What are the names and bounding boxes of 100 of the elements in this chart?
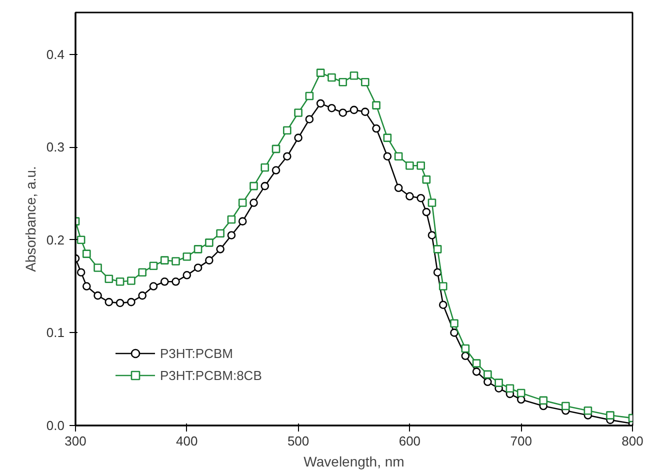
point bbox=[360, 78, 370, 86]
point bbox=[383, 152, 392, 160]
point bbox=[283, 126, 292, 135]
point bbox=[172, 278, 180, 286]
point bbox=[149, 262, 158, 270]
point bbox=[104, 274, 114, 284]
point bbox=[406, 161, 414, 170]
point bbox=[116, 277, 124, 286]
point bbox=[338, 78, 348, 86]
y-tick-label: 0.0 bbox=[46, 418, 65, 433]
legend-label: P3HT:PCBM:8CB bbox=[160, 368, 262, 382]
point bbox=[160, 256, 169, 264]
point bbox=[433, 245, 442, 254]
point bbox=[272, 144, 280, 154]
y-tick-label: 0.2 bbox=[46, 232, 65, 248]
x-tick-label: 300 bbox=[64, 434, 86, 448]
point bbox=[350, 71, 358, 80]
point bbox=[316, 68, 325, 77]
point bbox=[438, 300, 448, 309]
point bbox=[182, 252, 192, 261]
point bbox=[104, 298, 114, 306]
point bbox=[328, 104, 336, 112]
point bbox=[216, 229, 224, 238]
legend-label: P3HT:PCBM bbox=[160, 346, 233, 360]
point bbox=[450, 328, 458, 337]
point bbox=[272, 166, 280, 174]
point bbox=[606, 411, 614, 420]
point bbox=[82, 282, 91, 290]
point bbox=[194, 245, 202, 254]
point bbox=[82, 250, 91, 258]
point bbox=[294, 108, 302, 117]
point bbox=[350, 106, 358, 114]
point bbox=[172, 257, 180, 266]
point bbox=[94, 264, 102, 272]
point bbox=[94, 291, 102, 300]
point bbox=[394, 152, 403, 161]
point bbox=[260, 182, 270, 190]
point bbox=[294, 134, 302, 142]
point bbox=[484, 378, 492, 386]
point bbox=[227, 215, 236, 224]
x-tick-label: 400 bbox=[176, 434, 198, 448]
point bbox=[428, 198, 436, 207]
x-tick-label: 800 bbox=[622, 434, 644, 448]
point bbox=[216, 245, 224, 254]
x-axis-title: Wavelength, nm bbox=[304, 454, 404, 470]
point bbox=[205, 256, 214, 264]
point bbox=[116, 298, 124, 308]
y-tick-label: 0.4 bbox=[46, 46, 65, 62]
point bbox=[127, 298, 136, 306]
point bbox=[562, 402, 570, 410]
point bbox=[76, 236, 86, 244]
point bbox=[76, 268, 86, 277]
point bbox=[450, 319, 458, 328]
y-tick-label: 0.1 bbox=[46, 325, 65, 340]
point bbox=[194, 264, 202, 272]
point bbox=[433, 268, 442, 277]
point bbox=[472, 368, 481, 376]
point bbox=[160, 278, 169, 286]
point bbox=[461, 344, 470, 353]
point bbox=[205, 238, 214, 247]
point bbox=[422, 208, 431, 216]
point bbox=[127, 276, 136, 285]
point bbox=[372, 101, 380, 110]
point bbox=[238, 217, 247, 226]
point bbox=[328, 73, 336, 82]
point bbox=[138, 268, 146, 277]
point bbox=[138, 291, 146, 300]
point bbox=[416, 161, 425, 170]
point bbox=[506, 384, 514, 393]
point bbox=[283, 152, 292, 160]
y-tick-label: 0.3 bbox=[46, 140, 65, 155]
point bbox=[584, 406, 592, 415]
point bbox=[149, 282, 158, 290]
point bbox=[484, 370, 492, 379]
point bbox=[305, 115, 314, 124]
point bbox=[416, 194, 425, 202]
point bbox=[338, 108, 348, 117]
point bbox=[428, 231, 436, 240]
point bbox=[360, 108, 370, 116]
point bbox=[539, 396, 548, 405]
point bbox=[516, 388, 526, 398]
point bbox=[305, 92, 314, 100]
point bbox=[394, 184, 403, 192]
point bbox=[383, 134, 392, 142]
point bbox=[461, 352, 470, 360]
point bbox=[472, 359, 481, 368]
x-tick-label: 700 bbox=[510, 434, 532, 448]
point bbox=[494, 378, 503, 387]
x-tick-label: 600 bbox=[398, 434, 421, 448]
point bbox=[227, 231, 236, 240]
point bbox=[422, 175, 431, 184]
point bbox=[182, 271, 192, 280]
point bbox=[406, 192, 414, 200]
point bbox=[250, 182, 258, 190]
point bbox=[438, 282, 448, 290]
point bbox=[250, 198, 258, 207]
x-tick-label: 500 bbox=[287, 434, 310, 448]
point bbox=[316, 99, 325, 108]
y-axis-title: Absorbance, a.u. bbox=[22, 166, 38, 272]
point bbox=[238, 198, 247, 207]
